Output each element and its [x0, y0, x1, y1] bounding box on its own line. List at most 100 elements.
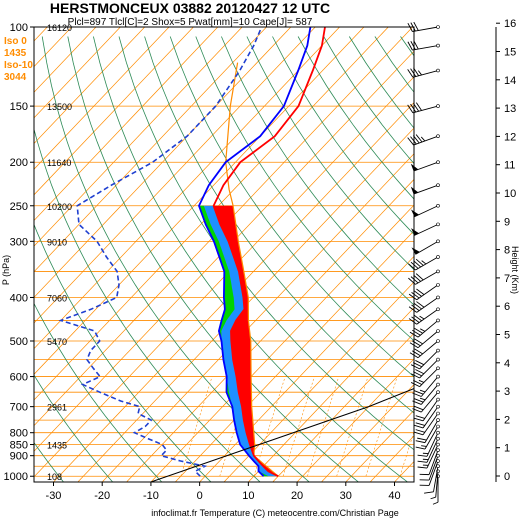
- wind-station-dot: [436, 203, 440, 208]
- isotherm-line: [34, 27, 145, 145]
- wind-barb-full: [407, 137, 414, 146]
- x-tick-label: -30: [46, 490, 62, 502]
- wind-station-dot: [436, 397, 440, 402]
- wind-barb-full: [410, 68, 417, 77]
- wind-barb-full: [415, 258, 424, 266]
- wind-barb-shaft: [424, 426, 439, 450]
- dewpoint-dashed-line: [58, 27, 263, 477]
- wind-station-dot: [436, 25, 440, 29]
- wind-station-dot: [436, 442, 440, 447]
- isotherm-line: [34, 27, 121, 119]
- wind-barb-flag: [410, 163, 419, 172]
- wind-barb-flag: [410, 186, 419, 195]
- wind-barb-full: [409, 352, 419, 359]
- wind-barb-full: [415, 440, 426, 444]
- height-tick-label: 10: [504, 188, 516, 200]
- wind-barb-shaft: [416, 297, 439, 313]
- black-reference-line: [150, 388, 414, 482]
- wind-barb-full: [413, 103, 420, 112]
- geopotential-height-label: 2961: [47, 403, 67, 413]
- isotherm-line: [223, 281, 414, 482]
- wind-barb-full: [408, 293, 417, 301]
- wind-barb-full: [413, 302, 422, 310]
- x-tick-label: -20: [94, 490, 110, 502]
- parcel-path-line: [225, 62, 279, 477]
- wind-station-dot: [436, 222, 440, 227]
- geopotential-height-label: 108: [47, 472, 62, 482]
- wind-barb-half: [419, 389, 426, 393]
- wind-barb-full: [408, 277, 416, 285]
- wind-station-dot: [436, 424, 440, 429]
- wind-barb-full: [414, 348, 423, 355]
- wind-barb-full: [413, 362, 422, 368]
- height-tick-label: 12: [504, 131, 516, 143]
- y-tick-label: 300: [10, 236, 28, 248]
- mixing-ratio-line: [282, 376, 315, 477]
- y-tick-label: 250: [10, 201, 28, 213]
- wind-station-dot: [436, 348, 440, 353]
- height-tick-label: 4: [504, 358, 510, 370]
- y-tick-label: 800: [10, 428, 28, 440]
- dry-adiabat-line: [246, 36, 414, 271]
- isotherm-line: [34, 27, 170, 170]
- wind-barb-full: [411, 304, 420, 312]
- dry-adiabat-line: [34, 223, 212, 482]
- height-tick-label: 2: [504, 414, 510, 426]
- height-tick-label: 3: [504, 386, 510, 398]
- y-tick-label: 200: [10, 157, 28, 169]
- wind-barb-shaft: [419, 367, 439, 387]
- wind-barb-full: [415, 273, 424, 281]
- height-tick-label: 8: [504, 245, 510, 257]
- wind-barb-full: [417, 460, 428, 463]
- wind-barb-full: [417, 454, 428, 457]
- mixing-ratio-line: [336, 376, 369, 477]
- wind-barb-shaft: [416, 308, 439, 325]
- chart-title: HERSTMONCEUX 03882 20120427 12 UTC: [50, 0, 330, 16]
- chart-subtitle: Plcl=897 Tlcl[C]=2 Shox=5 Pwat[mm]=10 Ca…: [68, 17, 313, 28]
- wind-station-dot: [436, 448, 440, 452]
- x-tick-label: 10: [242, 490, 254, 502]
- y-tick-label: 900: [10, 451, 28, 463]
- wind-barb-full: [413, 314, 422, 322]
- wind-barb-full: [413, 417, 424, 422]
- wind-barb-half: [418, 379, 425, 383]
- wind-barb-shaft: [426, 444, 439, 469]
- wind-barb-shaft: [422, 413, 439, 436]
- y-tick-label: 100: [10, 22, 28, 34]
- wind-barb-half: [430, 496, 436, 500]
- dry-adiabat-line: [34, 441, 65, 482]
- wind-barb-full: [414, 405, 424, 411]
- height-tick-label: 6: [504, 301, 510, 313]
- wind-station-dot: [436, 283, 440, 287]
- height-tick-label: 14: [504, 75, 516, 87]
- geopotential-height-label: 5470: [47, 337, 67, 347]
- temperature-line: [212, 27, 326, 478]
- wind-barb-full: [413, 40, 419, 50]
- wind-barb-shaft: [414, 223, 439, 236]
- height-tick-label: 1: [504, 443, 510, 455]
- y-tick-label: 700: [10, 402, 28, 414]
- x-tick-label: 20: [291, 490, 303, 502]
- wind-barb-shaft: [415, 256, 439, 271]
- dry-adiabat-line: [272, 36, 414, 235]
- isotherm-line: [101, 153, 414, 482]
- plot-area: [34, 27, 414, 482]
- y-tick-label: 400: [10, 292, 28, 304]
- wind-barb-full: [424, 491, 434, 494]
- mixing-ratio-line: [180, 376, 213, 477]
- wind-barb-full: [408, 318, 417, 325]
- wind-barb-full: [410, 364, 420, 370]
- wind-station-dot: [436, 255, 440, 259]
- wind-barb-shaft: [426, 432, 439, 457]
- wind-barb-flag: [411, 247, 420, 255]
- wind-barb-full: [407, 69, 414, 78]
- isotherm-line: [272, 332, 414, 482]
- wind-barb-full: [413, 67, 420, 76]
- wind-station-dot: [436, 404, 440, 409]
- wind-barb-full: [417, 437, 427, 441]
- wind-station-dot: [436, 68, 440, 73]
- wind-barb-flag: [411, 209, 419, 217]
- y-tick-label: 500: [10, 336, 28, 348]
- iso10-value: 3044: [4, 72, 27, 83]
- wind-barb-full: [410, 22, 416, 32]
